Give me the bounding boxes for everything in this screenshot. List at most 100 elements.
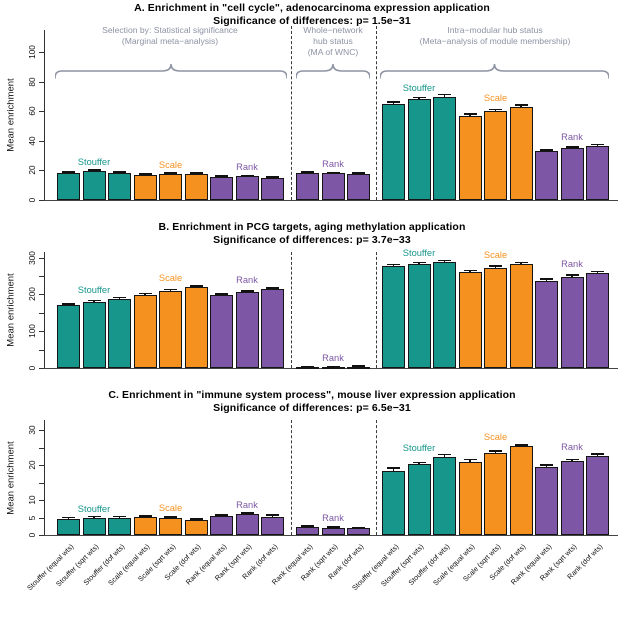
annotation-whole-network: Whole−network hub status (MA of WNC) — [303, 25, 362, 58]
error-bar-cap — [215, 293, 228, 295]
y-tick-label: 60 — [27, 106, 37, 116]
y-axis — [44, 30, 45, 200]
bar — [586, 146, 609, 200]
bar — [321, 367, 345, 370]
bar — [347, 528, 370, 535]
error-bar-stem — [469, 459, 471, 463]
series-label-stouffer: Stouffer — [77, 284, 111, 295]
error-bar-cap — [412, 261, 426, 264]
error-bar-cap — [514, 261, 528, 264]
brace-right — [380, 64, 609, 79]
bar — [458, 272, 482, 368]
y-tick-label: 40 — [27, 136, 37, 146]
error-bar-cap — [540, 278, 553, 280]
series-label-rank: Rank — [322, 512, 344, 523]
error-bar-cap — [591, 143, 604, 146]
y-tick — [39, 482, 44, 484]
annotation-line: (Marginal meta−analysis) — [121, 36, 219, 46]
y-tick — [39, 349, 44, 351]
error-bar-stem — [494, 266, 497, 268]
bar — [382, 470, 405, 535]
error-bar-cap — [62, 303, 75, 305]
series-label-scale: Scale — [483, 250, 508, 261]
error-bar-stem — [545, 279, 548, 281]
error-bar-cap — [591, 453, 604, 455]
annotation-line: Selection by: Statistical significance — [102, 25, 238, 35]
bar — [184, 520, 208, 535]
y-tick — [39, 517, 44, 519]
error-bar-cap — [438, 259, 451, 262]
series-label-stouffer: Stouffer — [402, 442, 436, 453]
bar — [458, 115, 482, 200]
bar — [433, 96, 456, 200]
annotation-line: hub status — [313, 36, 353, 46]
error-bar-cap — [387, 467, 400, 469]
bar — [261, 516, 284, 535]
bar — [321, 173, 345, 200]
bar — [509, 446, 533, 535]
y-tick — [39, 81, 44, 83]
series-label-stouffer: Stouffer — [402, 248, 436, 259]
bar — [407, 264, 431, 368]
series-label-rank: Rank — [561, 132, 583, 143]
y-tick-label: 80 — [27, 77, 37, 87]
series-label-rank: Rank — [561, 441, 583, 452]
y-tick-label: 0 — [27, 532, 37, 538]
bar — [261, 177, 284, 200]
y-axis — [44, 420, 45, 535]
error-bar-cap — [489, 450, 502, 452]
bar — [509, 106, 533, 200]
error-bar-cap — [438, 453, 451, 456]
error-bar-cap — [189, 285, 203, 287]
y-tick-label: 100 — [27, 324, 37, 339]
error-bar-cap — [326, 171, 340, 174]
error-bar-cap — [326, 365, 340, 368]
error-bar-stem — [545, 465, 548, 467]
panel-c-ylabel: Mean enrichment — [5, 441, 17, 515]
bar — [560, 148, 584, 200]
error-bar-stem — [571, 459, 573, 462]
bar — [133, 174, 157, 200]
series-label-stouffer: Stouffer — [77, 503, 111, 514]
y-tick — [39, 312, 44, 314]
series-label-rank: Rank — [322, 352, 344, 363]
error-bar-stem — [392, 102, 395, 104]
bar — [235, 514, 259, 535]
error-bar-cap — [215, 514, 228, 516]
group-divider — [291, 420, 292, 535]
bar — [210, 516, 233, 535]
y-tick — [39, 140, 44, 142]
error-bar-cap — [138, 515, 152, 517]
error-bar-cap — [463, 458, 477, 461]
bar — [159, 174, 182, 200]
bar — [133, 517, 157, 535]
error-bar-cap — [138, 292, 152, 295]
panel-a-subtitle: Significance of differences: p= 1.5e−31 — [213, 15, 411, 27]
bar — [82, 171, 106, 200]
group-divider — [376, 26, 377, 200]
error-bar-cap — [514, 444, 528, 446]
error-bar-cap — [514, 104, 528, 106]
error-bar-cap — [266, 514, 279, 517]
bar — [296, 172, 319, 200]
bar — [82, 517, 106, 535]
error-bar-cap — [352, 526, 365, 529]
panel-b-title: B. Enrichment in PCG targets, aging meth… — [158, 221, 466, 233]
error-bar-stem — [520, 105, 522, 107]
bar — [433, 456, 456, 535]
series-label-rank: Rank — [561, 259, 583, 270]
y-tick-label: 200 — [27, 287, 37, 302]
series-label-scale: Scale — [483, 92, 508, 103]
error-bar-cap — [489, 108, 502, 111]
bar — [57, 518, 80, 535]
error-bar-cap — [87, 515, 101, 518]
y-tick — [39, 331, 44, 333]
error-bar-cap — [301, 525, 314, 528]
series-label-rank: Rank — [322, 158, 344, 169]
y-tick-label: 0 — [27, 365, 37, 371]
error-bar-cap — [412, 461, 426, 464]
bar — [484, 452, 507, 535]
bar — [159, 518, 182, 535]
error-bar-cap — [138, 173, 152, 175]
